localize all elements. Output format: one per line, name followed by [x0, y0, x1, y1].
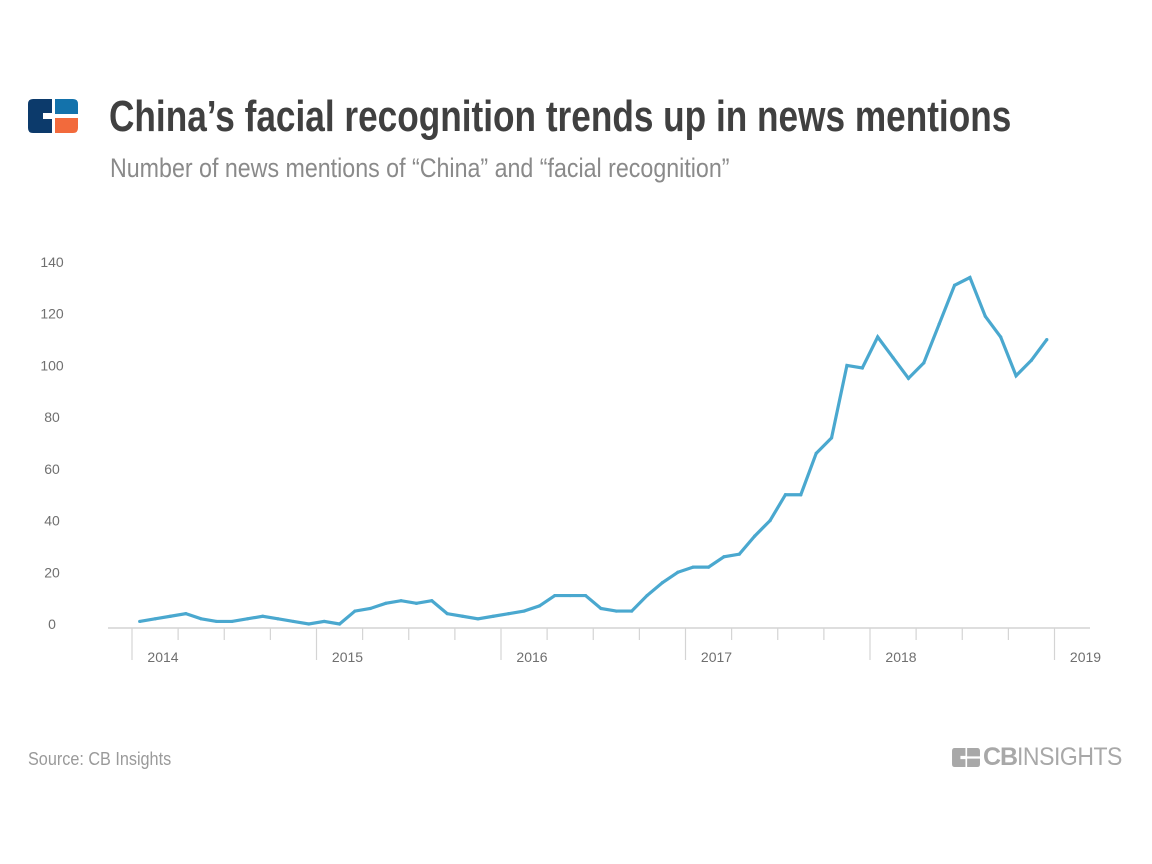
y-tick-label: 120	[40, 306, 64, 322]
data-point	[983, 314, 987, 318]
data-point	[414, 601, 419, 605]
y-tick-label: 100	[40, 357, 64, 373]
data-point	[384, 601, 388, 605]
data-point	[261, 614, 265, 618]
data-point	[368, 606, 372, 611]
logo-blue-block	[55, 99, 78, 114]
y-tick-label: 40	[44, 513, 60, 529]
data-point	[1014, 374, 1018, 378]
data-point	[1045, 337, 1049, 342]
data-point	[722, 555, 726, 559]
data-point	[353, 609, 357, 613]
y-tick-label: 60	[44, 461, 60, 477]
y-tick-label: 80	[44, 409, 60, 425]
data-point	[737, 552, 741, 556]
series-line	[139, 275, 1049, 626]
data-point	[491, 614, 495, 618]
data-point	[999, 335, 1003, 339]
cb-insights-logo-icon	[28, 99, 78, 133]
y-tick-label: 0	[48, 616, 56, 632]
data-point	[753, 534, 757, 538]
y-axis-ticks: 0 20 40 60 80 100 120 140	[40, 254, 64, 632]
data-point	[276, 617, 280, 621]
data-point	[291, 619, 296, 624]
cb-insights-logo-icon	[952, 747, 980, 767]
data-point	[568, 593, 572, 598]
data-point	[138, 619, 142, 624]
logo-navy-block	[28, 99, 52, 133]
data-point	[876, 335, 880, 339]
y-tick-label: 20	[44, 564, 60, 580]
data-point	[660, 581, 665, 585]
data-point	[922, 361, 926, 365]
y-tick-label: 140	[40, 254, 64, 270]
data-point	[706, 565, 711, 569]
data-point	[952, 283, 957, 287]
data-point	[168, 614, 173, 618]
data-point	[507, 612, 511, 616]
data-point	[445, 612, 449, 616]
data-point	[153, 617, 157, 621]
x-tick-label: 2018	[885, 649, 916, 665]
data-point	[322, 619, 326, 624]
data-point	[829, 436, 834, 440]
data-point	[537, 604, 542, 608]
brand-text-light: INSIGHTS	[1017, 742, 1123, 771]
x-tick-label: 2015	[332, 649, 363, 665]
data-point	[676, 570, 680, 574]
x-tick-label: 2019	[1070, 649, 1101, 665]
data-point	[645, 593, 649, 598]
data-point	[768, 518, 772, 523]
data-point	[1029, 358, 1034, 362]
cb-insights-brand: CB INSIGHTS	[952, 742, 1131, 771]
data-point	[814, 451, 818, 455]
data-point	[691, 565, 695, 569]
data-point	[968, 275, 972, 280]
data-point	[937, 322, 941, 326]
data-point	[460, 614, 465, 618]
data-point	[845, 363, 849, 368]
data-point	[307, 622, 311, 626]
data-point	[476, 617, 480, 621]
x-axis: 2014 2015 2016 2017 2018 2019	[108, 627, 1101, 665]
data-point	[906, 376, 911, 380]
data-point	[214, 619, 219, 624]
data-point	[399, 599, 403, 603]
series-group	[138, 275, 1049, 626]
data-point	[199, 617, 203, 621]
data-point	[860, 366, 864, 370]
data-point	[522, 609, 526, 613]
data-point	[430, 599, 434, 603]
x-tick-label: 2017	[701, 649, 732, 665]
data-point	[337, 622, 342, 626]
data-point	[799, 493, 803, 497]
title-container: China’s facial recognition trends up in …	[109, 90, 1011, 144]
data-point	[583, 593, 588, 598]
data-point	[614, 609, 618, 613]
x-tick-label: 2016	[516, 649, 547, 665]
chart-title: China’s facial recognition trends up in …	[109, 92, 1012, 141]
data-point	[553, 593, 557, 598]
logo-orange-block	[55, 118, 78, 133]
x-tick-label: 2014	[147, 649, 178, 665]
data-point	[184, 612, 188, 616]
data-point	[783, 493, 788, 497]
data-point	[230, 619, 234, 624]
data-point	[630, 609, 634, 613]
source-note: Source: CB Insights	[28, 749, 172, 769]
data-point	[891, 356, 895, 360]
chart-subtitle: Number of news mentions of “China” and “…	[110, 153, 730, 183]
data-point	[245, 617, 249, 621]
subtitle-container: Number of news mentions of “China” and “…	[110, 151, 729, 185]
brand-text-bold: CB	[983, 742, 1018, 771]
data-point	[599, 606, 603, 611]
